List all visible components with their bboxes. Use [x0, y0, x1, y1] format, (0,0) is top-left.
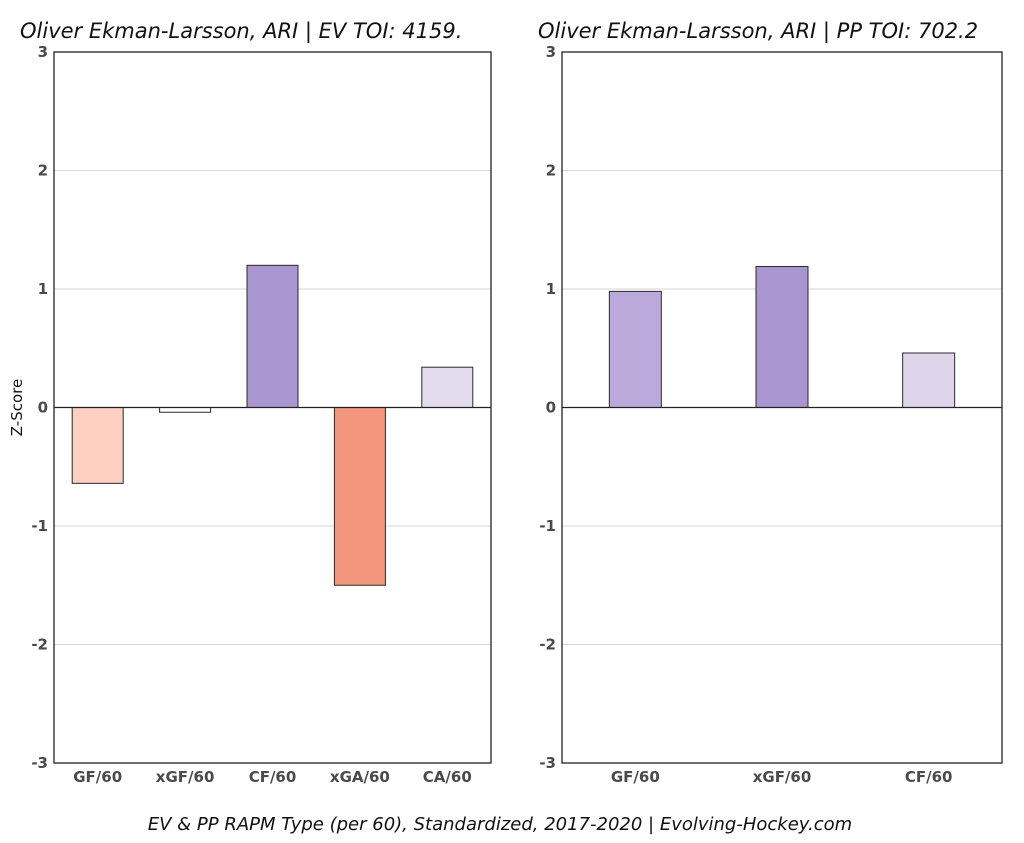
panel-title: Oliver Ekman-Larsson, ARI | EV TOI: 4159…: [20, 19, 462, 44]
ev-panel: -3 -2 -1 0 1 2 3 GF/60 xGF/60 CF/60 xGA/60 CA/60 Oli…: [8, 19, 492, 786]
x-tick-label: CF/60: [905, 768, 953, 786]
x-tick-label: xGA/60: [330, 768, 390, 786]
bar-xgf-60: [755, 265, 809, 408]
x-tick-label: xGF/60: [753, 768, 812, 786]
plot-frame: [53, 51, 492, 764]
bar-xgf-60: [159, 407, 212, 413]
bar-cf-60: [902, 352, 956, 408]
x-tick-label: GF/60: [611, 768, 660, 786]
x-tick-label: GF/60: [73, 768, 122, 786]
x-tick-label: CF/60: [249, 768, 297, 786]
x-tick-label: CA/60: [423, 768, 472, 786]
y-tick-label: 2: [546, 162, 556, 180]
bar-xga-60: [333, 407, 386, 586]
bar-gf-60: [71, 407, 124, 484]
y-tick-label: 0: [546, 399, 556, 417]
y-tick-label: -2: [31, 636, 48, 654]
y-tick-label: 2: [38, 162, 48, 180]
y-tick-label: 1: [38, 280, 48, 298]
plot-frame: [561, 51, 1003, 764]
y-tick-label: -1: [31, 517, 48, 535]
y-axis-label: Z-Score: [8, 379, 26, 436]
y-tick-label: -3: [31, 754, 48, 772]
x-tick-label: xGF/60: [156, 768, 215, 786]
y-tick-label: -1: [539, 517, 556, 535]
bar-gf-60: [608, 290, 662, 408]
y-tick-label: -3: [539, 754, 556, 772]
y-tick-label: 3: [38, 43, 48, 61]
y-tick-label: 3: [546, 43, 556, 61]
pp-panel: -3 -2 -1 0 1 2 3 GF/60 xGF/60 CF/60 Oliver Ekman-L…: [538, 19, 1003, 786]
y-tick-label: 0: [38, 399, 48, 417]
y-tick-label: -2: [539, 636, 556, 654]
y-tick-label: 1: [546, 280, 556, 298]
panel-title: Oliver Ekman-Larsson, ARI | PP TOI: 702.…: [538, 19, 978, 44]
bar-cf-60: [246, 264, 299, 408]
bar-ca-60: [421, 366, 474, 408]
chart-caption: EV & PP RAPM Type (per 60), Standardized…: [148, 814, 852, 835]
